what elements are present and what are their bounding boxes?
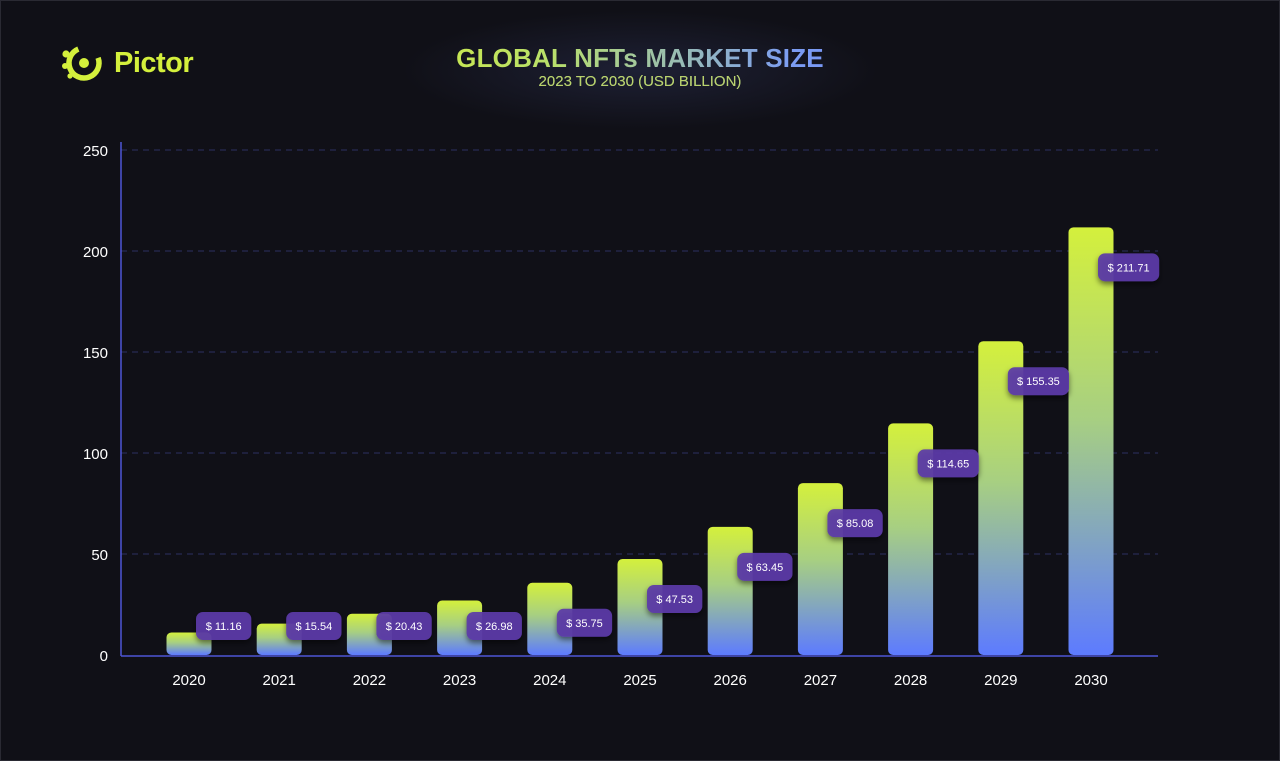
value-label-bg [376, 612, 432, 640]
value-label-text: $ 114.65 [927, 458, 969, 470]
value-label-text: $ 35.75 [566, 618, 603, 630]
value-label-bg [556, 608, 613, 637]
value-label-bg [827, 509, 883, 538]
value-label-text: $ 211.71 [1108, 262, 1150, 274]
value-label-2025: $ 47.53 [647, 584, 703, 613]
value-label-text: $ 15.54 [295, 621, 332, 633]
value-label-bg [466, 612, 522, 640]
y-tick-label: 150 [83, 345, 108, 362]
value-label-text: $ 20.43 [386, 621, 423, 633]
value-label-text: $ 155.35 [1017, 376, 1060, 388]
value-label-2024: $ 35.75 [556, 608, 613, 637]
bar-2024 [527, 582, 573, 655]
bars [166, 227, 1114, 655]
value-label-text: $ 85.08 [837, 518, 874, 530]
y-tick-label: 50 [91, 547, 108, 564]
value-label-2021: $ 15.54 [286, 612, 342, 640]
brand-logo: Pictor [60, 40, 194, 86]
axes [120, 142, 1158, 657]
value-label-2027: $ 85.08 [827, 509, 883, 538]
x-tick-label: 2030 [1074, 672, 1107, 689]
grid-lines [121, 149, 1158, 555]
value-label-2029: $ 155.35 [1007, 367, 1069, 396]
title-glow [400, 10, 880, 130]
value-label-2023: $ 26.98 [466, 612, 522, 640]
x-tick-label: 2023 [443, 672, 476, 689]
value-label-bg [196, 612, 252, 640]
value-labels: $ 11.16 $ 15.54 $ 20.43 $ 26.98 $ 35.75 $ 47.… [196, 253, 1160, 640]
value-label-text: $ 11.16 [206, 621, 242, 633]
x-tick-label: 2021 [263, 672, 296, 689]
y-tick-label: 0 [100, 648, 108, 665]
value-label-bg [647, 584, 703, 613]
value-label-2028: $ 114.65 [917, 449, 979, 478]
y-tick-label: 250 [83, 143, 108, 160]
x-tick-label: 2022 [353, 672, 386, 689]
x-tick-label: 2028 [894, 672, 927, 689]
pictor-ring-icon [62, 45, 102, 81]
chart-subtitle: 2023 TO 2030 (USD BILLION) [340, 73, 940, 90]
bar-2029 [978, 341, 1024, 655]
brand-name: Pictor [114, 46, 194, 79]
y-tick-label: 100 [83, 446, 108, 463]
bar-2028 [888, 423, 934, 655]
x-tick-label: 2027 [804, 672, 837, 689]
x-tick-label: 2029 [984, 672, 1017, 689]
value-label-bg [737, 552, 793, 581]
tick-labels: 0 50 100 150 200 250 2020 2021 2022 2023 2024 2025 2… [83, 143, 1108, 689]
value-label-2020: $ 11.16 [196, 612, 252, 640]
value-label-2022: $ 20.43 [376, 612, 432, 640]
value-label-text: $ 26.98 [476, 621, 513, 633]
bar-2030 [1068, 227, 1114, 655]
value-label-bg [286, 612, 342, 640]
value-label-2026: $ 63.45 [737, 552, 793, 581]
x-tick-label: 2020 [172, 672, 205, 689]
x-tick-label: 2024 [533, 672, 566, 689]
chart-title: GLOBAL NFTs MARKET SIZE [340, 43, 940, 74]
x-tick-label: 2026 [714, 672, 747, 689]
x-tick-label: 2025 [623, 672, 656, 689]
y-tick-label: 200 [83, 244, 108, 261]
value-label-bg [917, 449, 979, 478]
value-label-bg [1098, 253, 1160, 282]
bar-2026 [707, 526, 753, 655]
value-label-2030: $ 211.71 [1098, 253, 1160, 282]
value-label-bg [1007, 367, 1069, 396]
bar-2027 [797, 483, 843, 655]
bar-2025 [617, 558, 663, 655]
value-label-text: $ 63.45 [746, 562, 783, 574]
value-label-text: $ 47.53 [656, 594, 693, 606]
